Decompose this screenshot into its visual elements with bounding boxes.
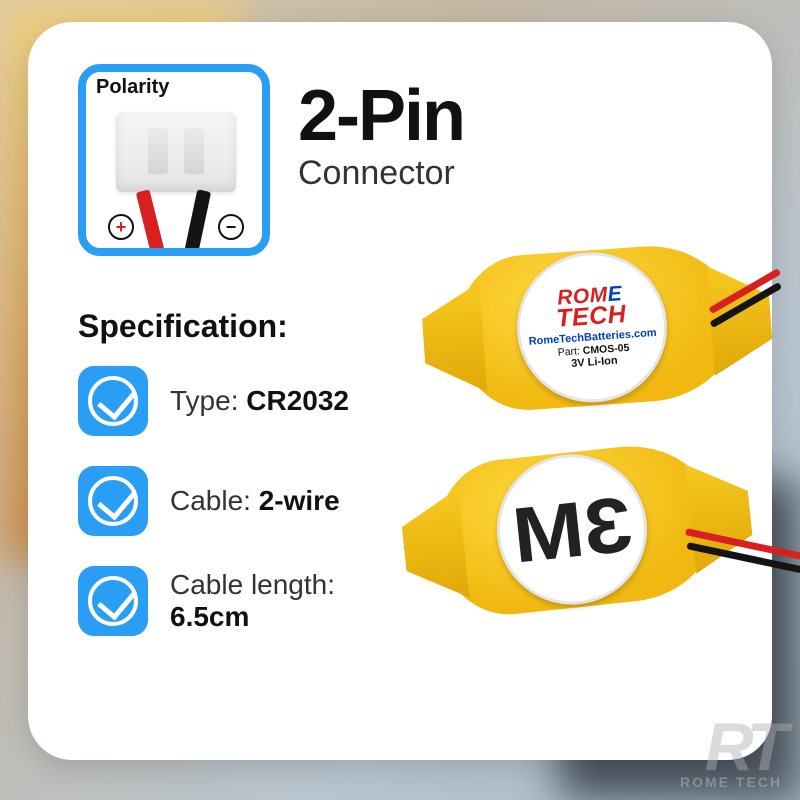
spec-text: Cable length: 6.5cm	[170, 569, 335, 633]
spec-label: Cable:	[170, 485, 251, 516]
spec-item-type: Type: CR2032	[78, 366, 349, 436]
wire-black	[183, 189, 211, 256]
polarity-label: Polarity	[96, 76, 169, 99]
spec-value: CR2032	[246, 385, 349, 416]
spec-heading: Specification:	[78, 308, 288, 345]
wire-red	[136, 189, 167, 256]
battery-bottom: M3	[430, 438, 725, 621]
spec-item-length: Cable length: 6.5cm	[78, 566, 349, 636]
polarity-plus-icon: +	[108, 214, 134, 240]
spec-label: Type:	[170, 385, 238, 416]
spec-list: Type: CR2032 Cable: 2-wire Cable length:…	[78, 366, 349, 666]
spec-value: 6.5cm	[170, 601, 249, 632]
spec-item-cable: Cable: 2-wire	[78, 466, 349, 536]
spec-value: 2-wire	[259, 485, 340, 516]
connector-illustration	[116, 112, 236, 192]
m3-logo: M3	[508, 478, 636, 581]
spec-label: Cable length:	[170, 569, 335, 600]
corner-logo: RT ROME TECH	[680, 720, 782, 790]
spec-text: Type: CR2032	[170, 385, 349, 417]
title-sub: Connector	[298, 154, 464, 193]
brand-voltage: 3V Li-Ion	[571, 355, 618, 370]
battery-top: ROME TECH RomeTechBatteries.com Part: CM…	[452, 240, 742, 414]
check-icon	[78, 566, 148, 636]
brand-tech: TECH	[556, 303, 627, 331]
title-main: 2-Pin	[298, 80, 464, 152]
check-icon	[78, 466, 148, 536]
polarity-minus-icon: −	[218, 214, 244, 240]
spec-text: Cable: 2-wire	[170, 485, 340, 517]
product-card: Polarity + − 2-Pin Connector Specificati…	[28, 22, 772, 760]
corner-rt: RT	[680, 720, 782, 774]
corner-name: ROME TECH	[680, 774, 782, 790]
polarity-box: Polarity + −	[78, 64, 270, 256]
title-block: 2-Pin Connector	[298, 80, 464, 193]
check-icon	[78, 366, 148, 436]
